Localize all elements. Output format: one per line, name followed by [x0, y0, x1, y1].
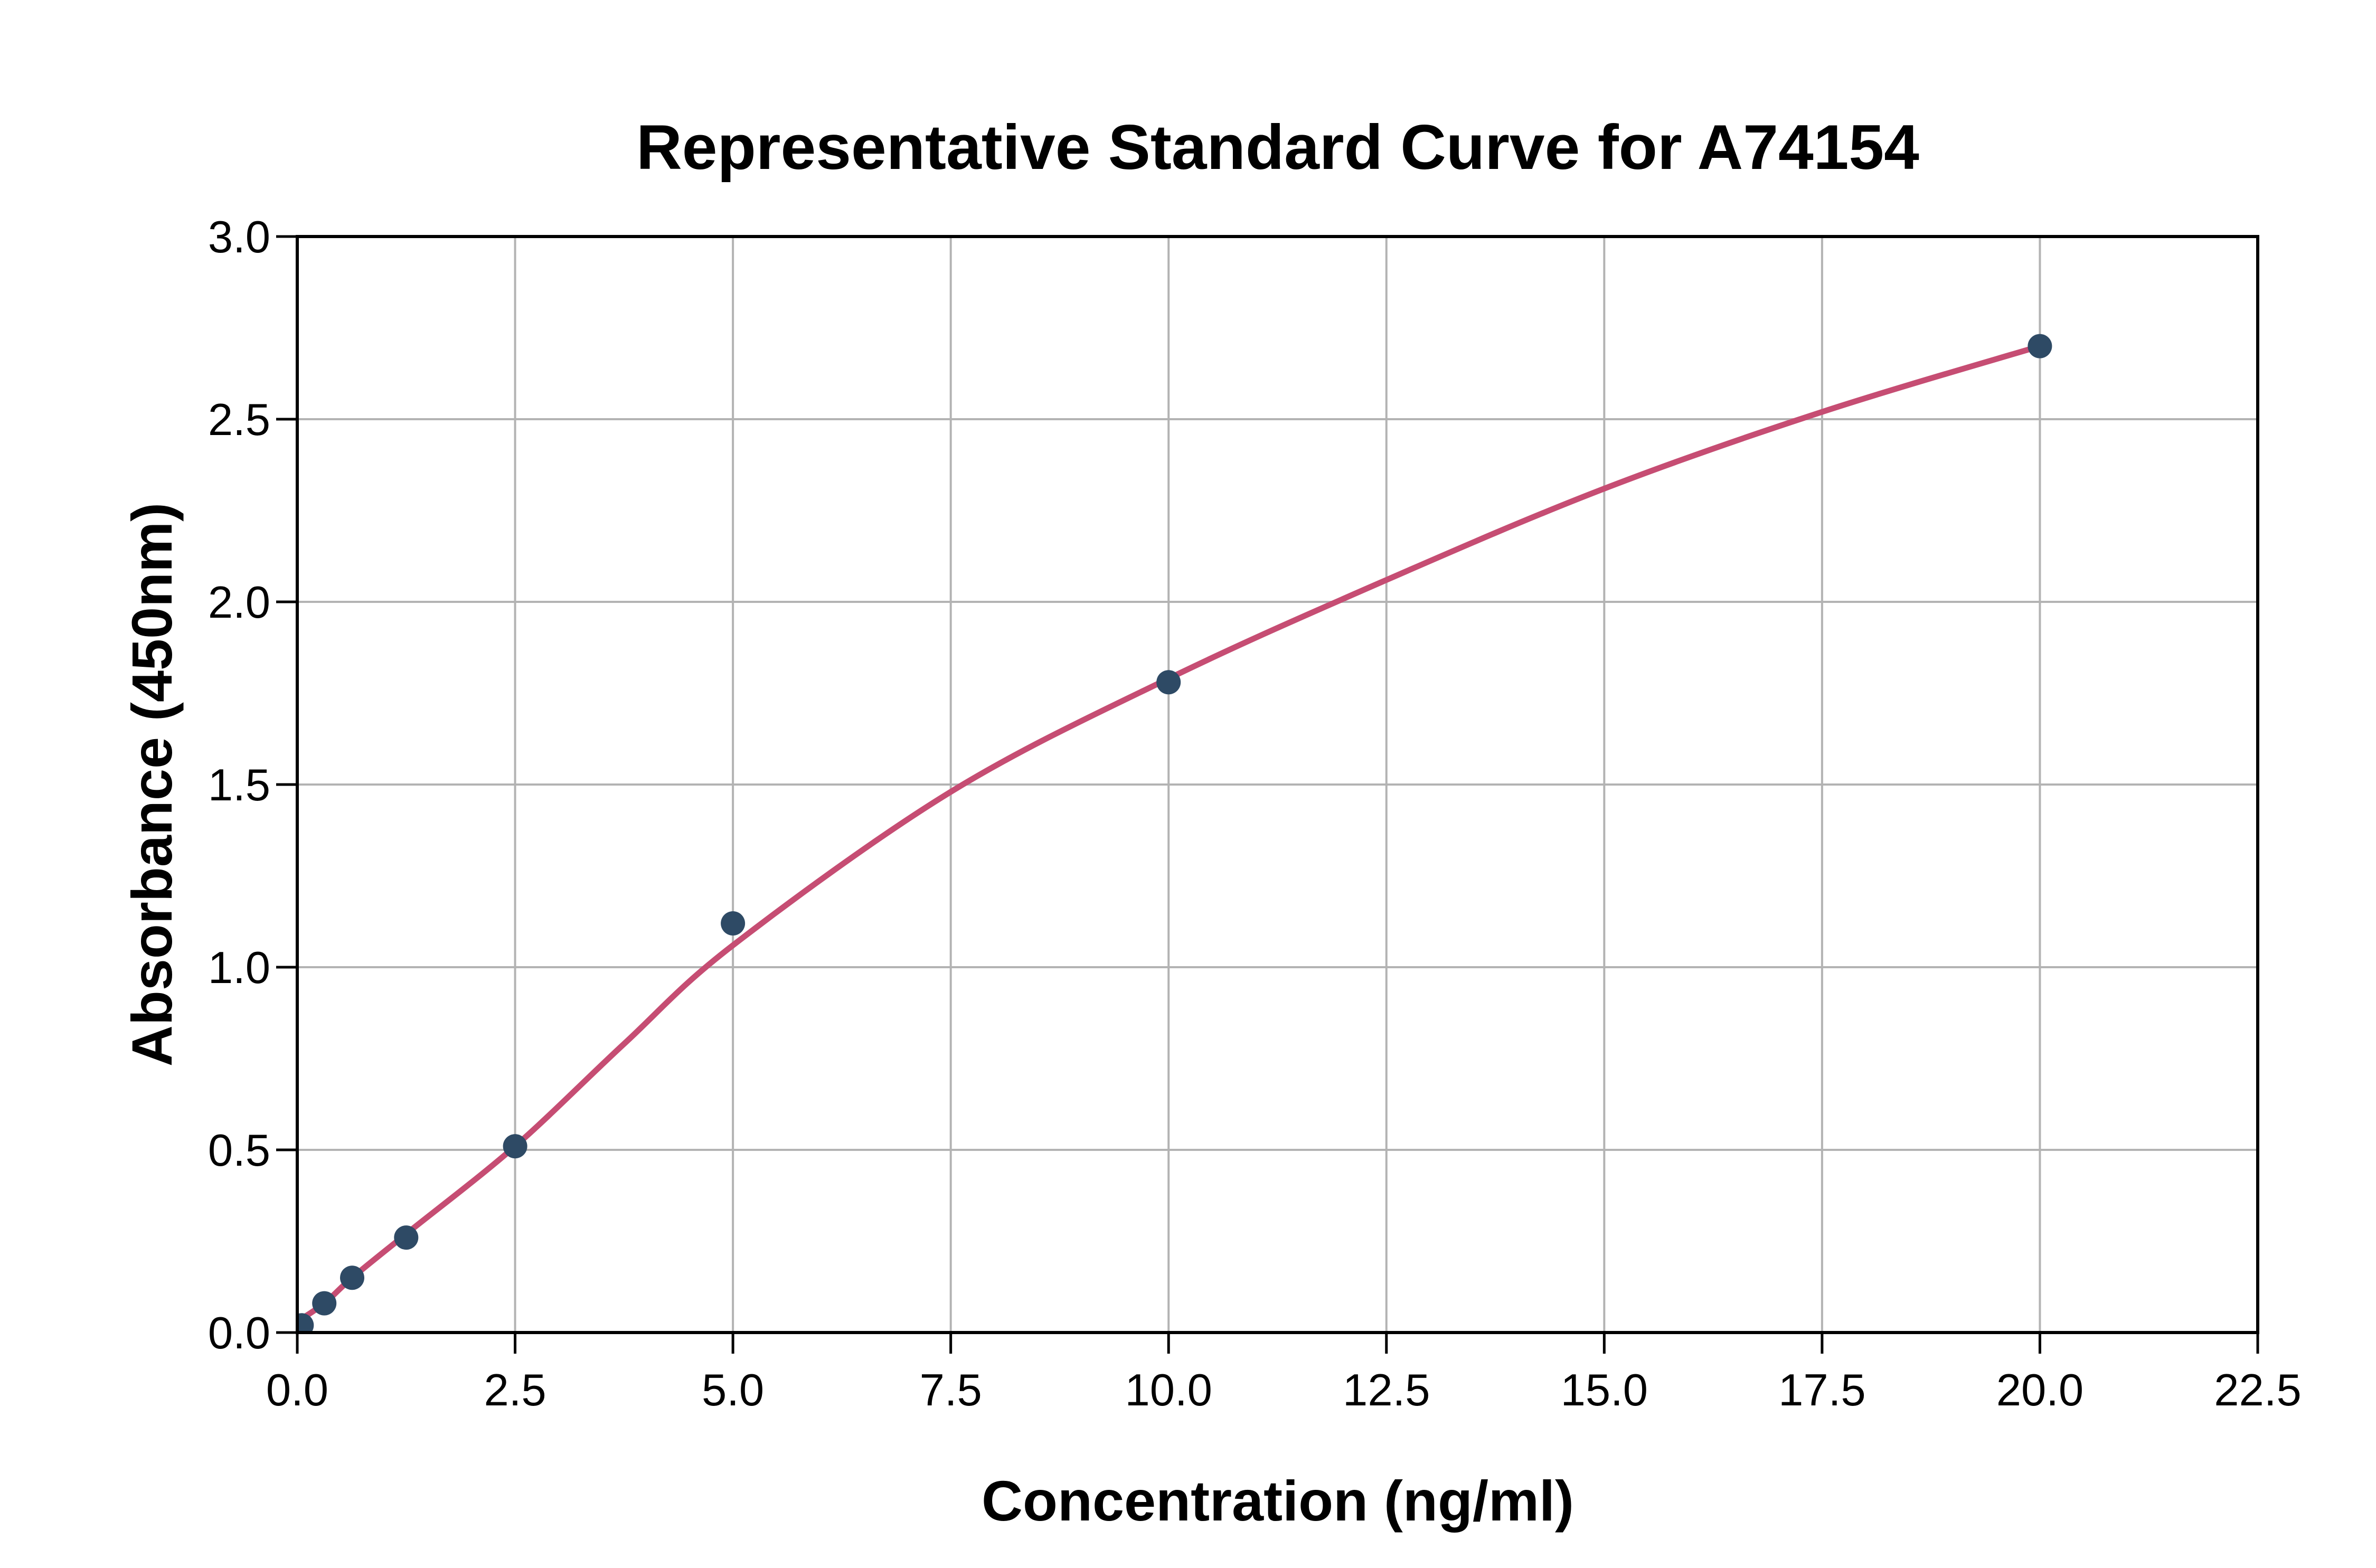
data-point — [312, 1291, 337, 1316]
x-tick-label: 5.0 — [702, 1365, 764, 1415]
data-layer — [297, 334, 2052, 1333]
y-tick-label: 1.0 — [208, 943, 270, 993]
y-tick-label: 2.5 — [208, 395, 270, 445]
data-point — [1156, 670, 1181, 695]
y-tick-label: 0.0 — [208, 1308, 270, 1358]
x-tick-label: 10.0 — [1125, 1365, 1212, 1415]
x-tick-label: 22.5 — [2214, 1365, 2301, 1415]
y-tick-label: 3.0 — [208, 212, 270, 262]
x-tick-label: 12.5 — [1343, 1365, 1430, 1415]
y-axis-label: Absorbance (450nm) — [120, 503, 184, 1066]
fit-curve-line — [297, 343, 2043, 1325]
x-tick-label: 7.5 — [920, 1365, 982, 1415]
x-axis-label: Concentration (ng/ml) — [982, 1469, 1574, 1533]
data-points — [297, 334, 2052, 1333]
data-point — [721, 911, 746, 936]
data-point — [340, 1265, 364, 1290]
x-tick-label: 0.0 — [266, 1365, 328, 1415]
data-point — [297, 1313, 314, 1333]
y-tick-label: 0.5 — [208, 1126, 270, 1176]
data-point — [2028, 334, 2052, 358]
y-tick-label: 2.0 — [208, 578, 270, 628]
data-point — [503, 1134, 527, 1159]
data-point — [394, 1225, 419, 1250]
x-tick-label: 20.0 — [1996, 1365, 2083, 1415]
plot-border — [296, 235, 2259, 1334]
tick-labels: 0.0 2.5 5.0 7.5 10.0 12.5 15.0 17.5 20.0 22.5 0.0 0… — [208, 212, 2302, 1415]
chart-title: Representative Standard Curve for A74154 — [636, 112, 1919, 183]
axis-ticks — [276, 235, 2259, 1354]
x-tick-label: 17.5 — [1778, 1365, 1865, 1415]
x-tick-label: 15.0 — [1561, 1365, 1648, 1415]
x-tick-label: 2.5 — [484, 1365, 546, 1415]
y-tick-label: 1.5 — [208, 760, 270, 810]
